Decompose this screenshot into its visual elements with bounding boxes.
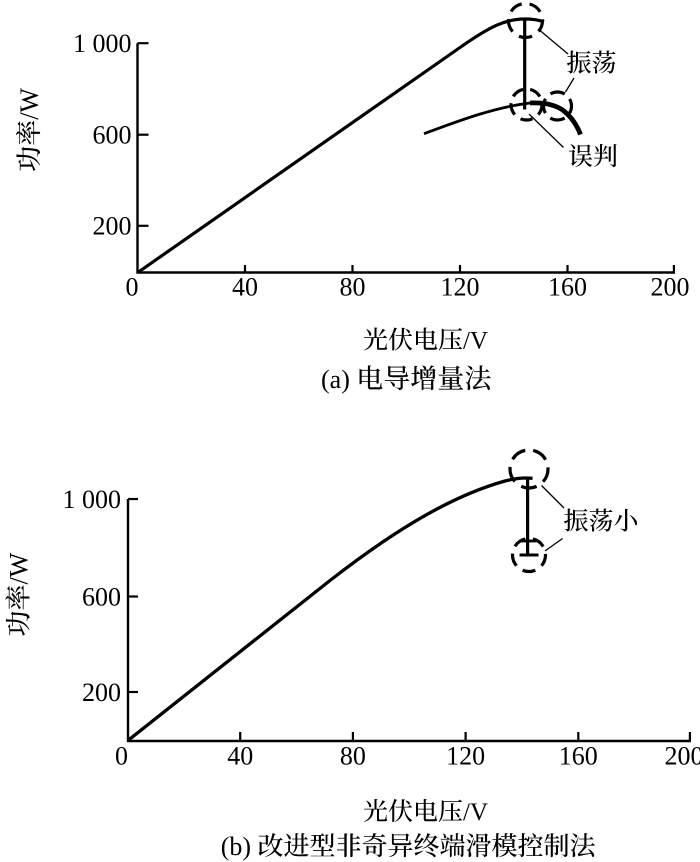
svg-text:200: 200 [82,678,121,707]
svg-text:/W: /W [15,88,44,120]
svg-text:40: 40 [227,742,253,771]
svg-text:/V: /V [463,799,488,826]
svg-text:120: 120 [441,273,480,302]
svg-text:80: 80 [340,273,366,302]
svg-text:200: 200 [651,273,690,302]
svg-text:/V: /V [463,328,488,355]
svg-text:200: 200 [93,211,132,240]
svg-text:160: 160 [548,273,587,302]
svg-text:0: 0 [126,273,139,302]
svg-text:0: 0 [115,742,128,771]
svg-text:1 000: 1 000 [73,29,132,58]
svg-text:160: 160 [559,742,598,771]
svg-text:(b): (b) [221,832,251,861]
svg-text:80: 80 [340,742,366,771]
svg-text:40: 40 [232,273,258,302]
svg-text:600: 600 [82,582,121,611]
svg-text:600: 600 [93,120,132,149]
svg-text:/W: /W [5,552,34,584]
svg-text:(a): (a) [321,365,350,394]
svg-text:120: 120 [446,742,485,771]
svg-text:1 000: 1 000 [63,485,122,514]
svg-text:200: 200 [665,742,700,771]
